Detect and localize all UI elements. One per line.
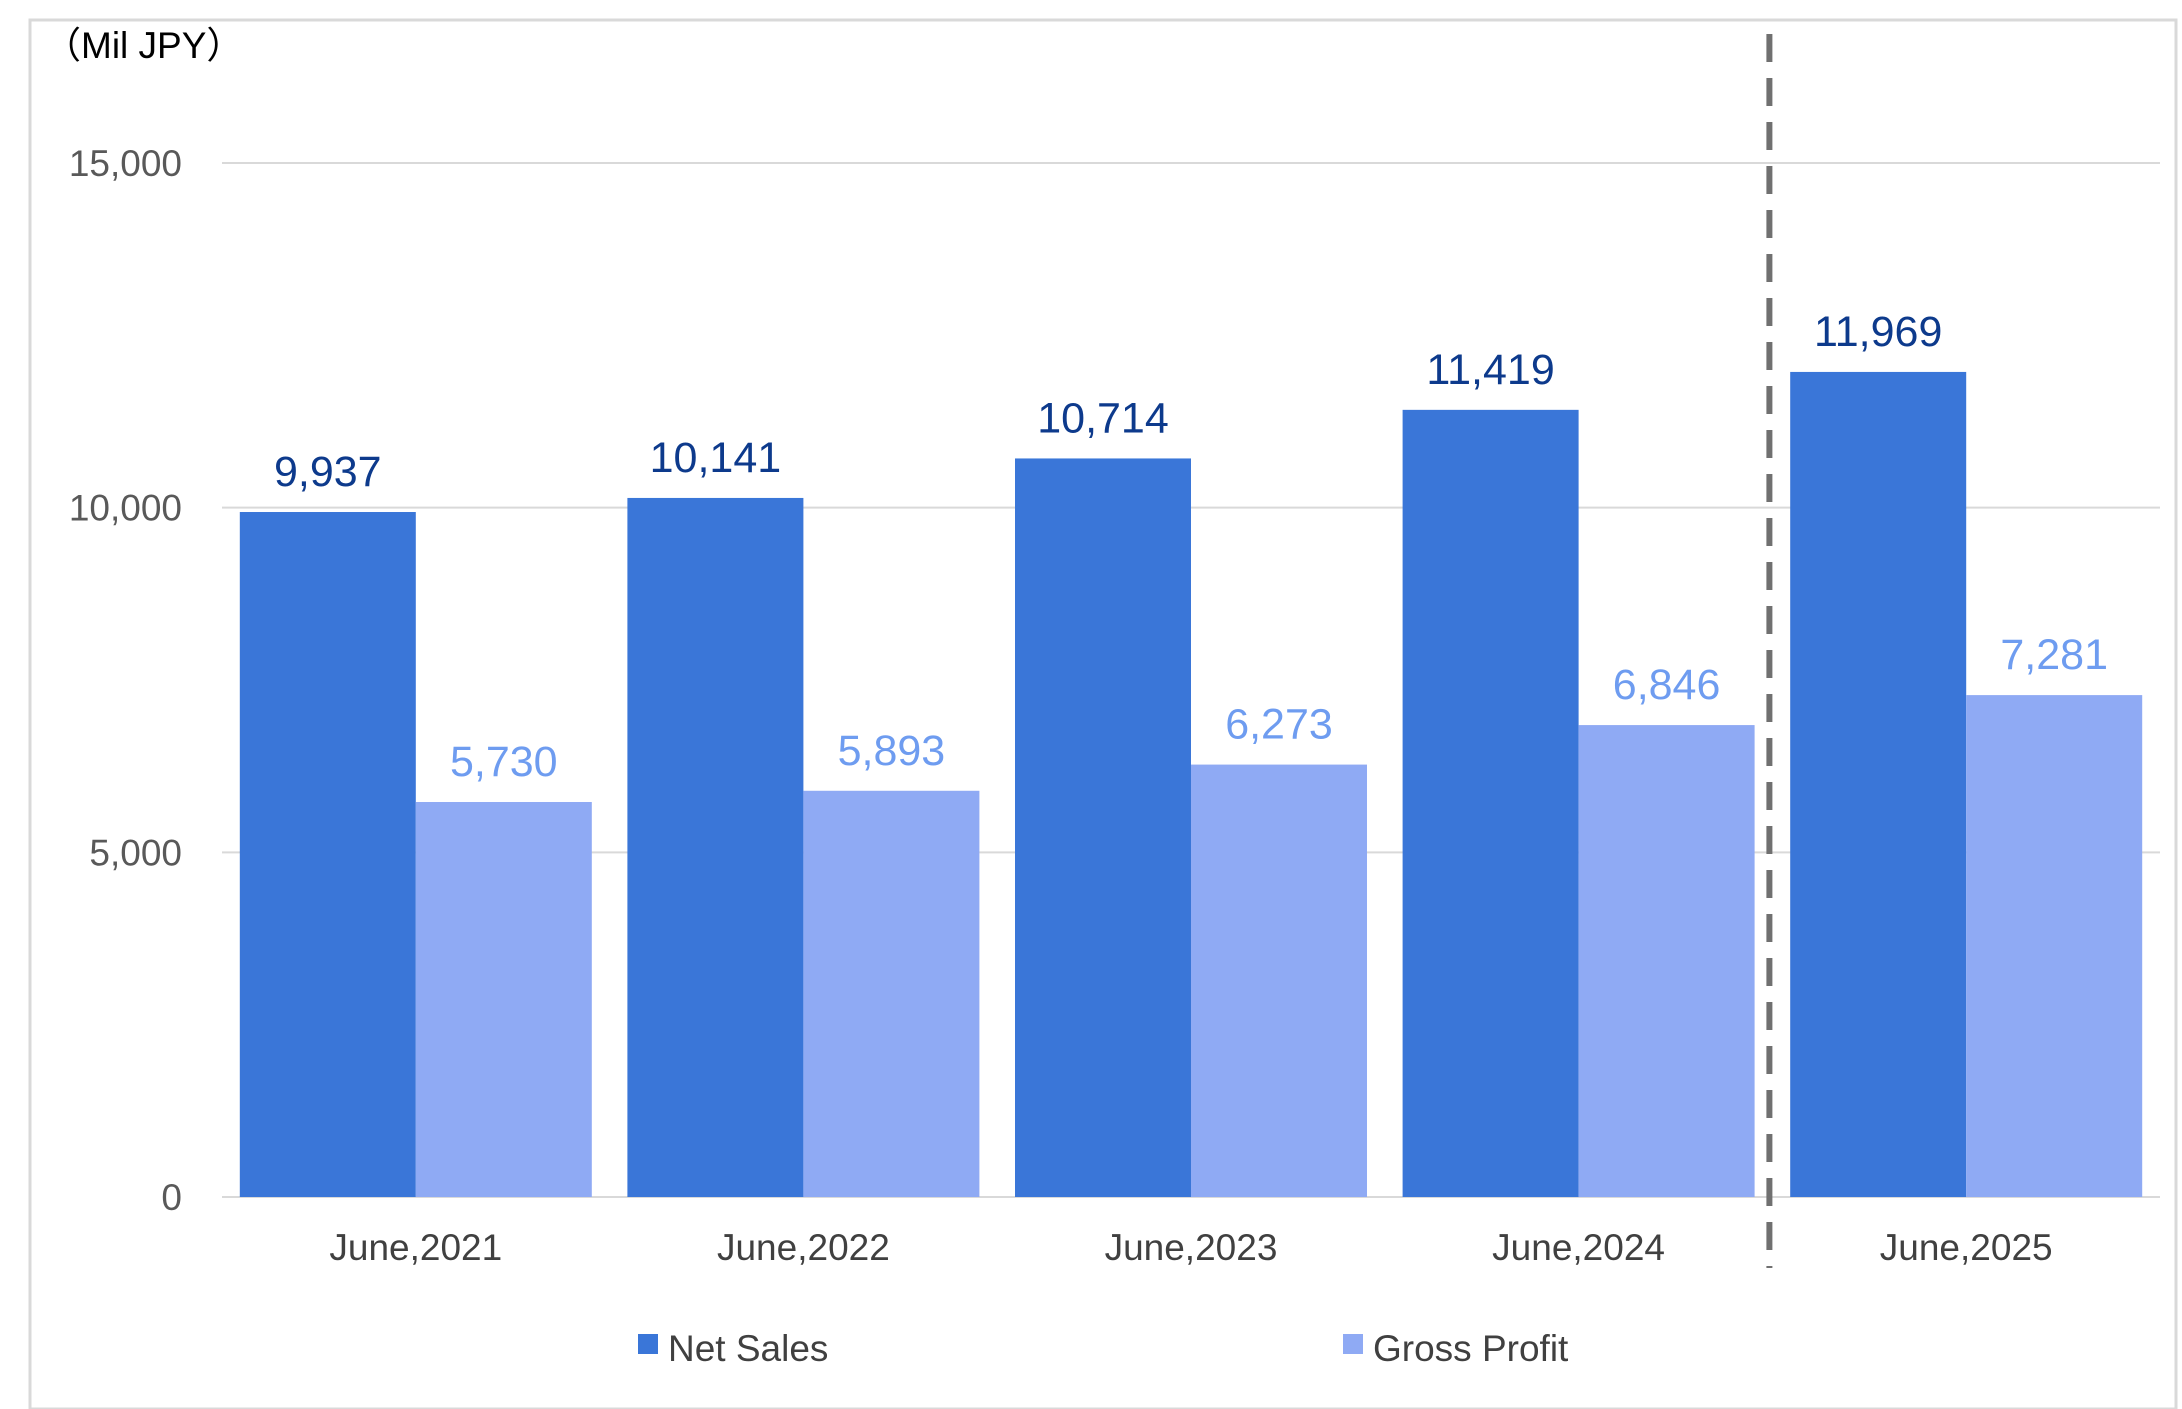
x-category-label: June,2023 bbox=[1105, 1227, 1278, 1268]
net-sales-data-label: 9,937 bbox=[274, 448, 382, 496]
gross-profit-data-label: 5,893 bbox=[838, 727, 946, 775]
net-sales-bar bbox=[1790, 371, 1967, 1198]
y-axis-unit-label: （Mil JPY） bbox=[44, 25, 243, 66]
gross-profit-bar bbox=[803, 790, 980, 1197]
gross-profit-data-label: 7,281 bbox=[2000, 631, 2108, 679]
y-tick-label: 15,000 bbox=[69, 143, 182, 184]
net-sales-bar bbox=[1402, 409, 1579, 1197]
y-tick-label: 0 bbox=[161, 1177, 182, 1218]
gross-profit-data-label: 5,730 bbox=[450, 738, 558, 786]
gross-profit-bar bbox=[1578, 725, 1755, 1197]
y-axis-ticks: 0 5,000 10,000 15,000 bbox=[69, 143, 182, 1218]
y-tick-label: 5,000 bbox=[89, 832, 182, 873]
net-sales-bar bbox=[1015, 458, 1191, 1198]
net-sales-bar bbox=[627, 497, 804, 1198]
x-category-label: June,2025 bbox=[1880, 1227, 2053, 1268]
gross-profit-bar bbox=[1191, 764, 1367, 1197]
bars bbox=[239, 371, 2143, 1198]
gross-profit-bar bbox=[415, 802, 592, 1197]
legend-net-sales-swatch bbox=[638, 1334, 658, 1354]
data-labels: 9,937 5,730 10,141 5,893 10,714 6,273 11,419 6,… bbox=[274, 308, 2108, 786]
net-sales-data-label: 11,419 bbox=[1426, 346, 1554, 394]
legend: Net Sales Gross Profit bbox=[638, 1328, 1569, 1369]
gross-profit-data-label: 6,846 bbox=[1613, 661, 1721, 709]
gross-profit-bar bbox=[1966, 695, 2143, 1197]
net-sales-data-label: 10,714 bbox=[1037, 394, 1169, 442]
net-sales-data-label: 10,141 bbox=[650, 434, 782, 482]
y-tick-label: 10,000 bbox=[69, 488, 182, 529]
legend-gross-profit-swatch bbox=[1343, 1334, 1363, 1354]
x-category-label: June,2021 bbox=[329, 1227, 502, 1268]
net-sales-data-label: 11,969 bbox=[1814, 308, 1942, 356]
x-category-label: June,2024 bbox=[1492, 1227, 1665, 1268]
legend-gross-profit-label: Gross Profit bbox=[1373, 1328, 1569, 1369]
x-axis-categories: June,2021 June,2022 June,2023 June,2024 June… bbox=[329, 1227, 2052, 1268]
net-sales-bar bbox=[239, 512, 416, 1197]
x-category-label: June,2022 bbox=[717, 1227, 890, 1268]
legend-net-sales-label: Net Sales bbox=[668, 1328, 828, 1369]
gross-profit-data-label: 6,273 bbox=[1225, 701, 1333, 749]
